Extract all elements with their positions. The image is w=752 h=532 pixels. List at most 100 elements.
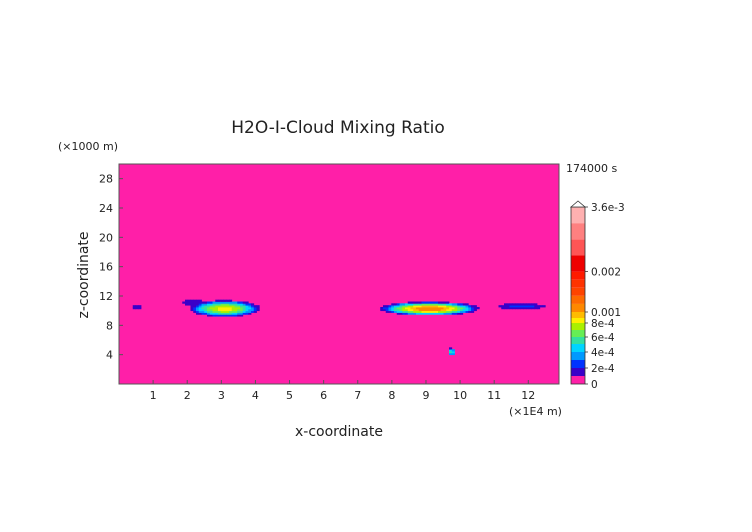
heatmap-cell xyxy=(501,305,505,308)
heatmap-cell xyxy=(193,307,197,310)
heatmap-cell xyxy=(204,308,208,312)
heatmap-cell xyxy=(410,308,414,312)
heatmap-cell xyxy=(209,303,213,306)
heatmap-cell xyxy=(418,307,422,310)
heatmap-cell xyxy=(515,307,519,310)
heatmap-cell xyxy=(251,310,255,313)
heatmap-cell xyxy=(248,305,252,308)
heatmap-cell xyxy=(399,305,403,308)
heatmap-cell xyxy=(240,301,244,304)
heatmap-cell xyxy=(196,303,200,306)
heatmap-cell xyxy=(504,307,508,310)
heatmap-cell xyxy=(251,308,255,312)
heatmap-cell xyxy=(468,308,472,312)
x-tick-label: 1 xyxy=(150,389,157,402)
heatmap-cell xyxy=(391,305,395,308)
heatmap-cell xyxy=(204,305,208,308)
colorbar-tick-label: 0.001 xyxy=(591,307,621,319)
heatmap-cell xyxy=(215,310,219,313)
heatmap-cell xyxy=(215,301,219,304)
heatmap-cell xyxy=(226,308,230,312)
heatmap-cell xyxy=(138,305,142,308)
heatmap-cell xyxy=(427,308,431,312)
heatmap-cell xyxy=(410,310,414,313)
heatmap-cells xyxy=(119,164,559,384)
heatmap-cell xyxy=(537,305,541,308)
heatmap-cell xyxy=(388,305,392,308)
heatmap-cell xyxy=(526,307,530,310)
heatmap-cell xyxy=(440,310,444,313)
heatmap-cell xyxy=(460,303,464,306)
heatmap-cell xyxy=(509,303,513,306)
heatmap-cell xyxy=(429,305,433,308)
y-unit-label: (×1000 m) xyxy=(58,140,118,153)
heatmap-cell xyxy=(418,301,422,304)
heatmap-cell xyxy=(215,305,219,308)
heatmap-cell xyxy=(465,310,469,313)
heatmap-cell xyxy=(402,308,406,312)
heatmap-cell xyxy=(413,303,417,306)
heatmap-cell xyxy=(413,305,417,308)
heatmap-cell xyxy=(256,307,260,310)
colorbar-segment xyxy=(571,207,585,224)
heatmap-cell xyxy=(517,307,521,310)
heatmap-cell xyxy=(226,305,230,308)
colorbar-segment xyxy=(571,279,585,288)
heatmap-cell xyxy=(394,308,398,312)
heatmap-cell xyxy=(215,308,219,312)
heatmap-cell xyxy=(198,305,202,308)
heatmap-cell xyxy=(220,314,224,317)
heatmap-cell xyxy=(440,308,444,312)
heatmap-cell xyxy=(229,305,233,308)
heatmap-cell xyxy=(451,312,455,315)
heatmap-cell xyxy=(223,314,227,317)
heatmap-cell xyxy=(187,299,191,302)
heatmap-cell xyxy=(421,312,425,315)
heatmap-cell xyxy=(460,307,464,310)
heatmap-cell xyxy=(218,299,222,302)
colorbar-segment xyxy=(571,337,585,344)
heatmap-cell xyxy=(471,308,475,312)
heatmap-cell xyxy=(405,303,409,306)
heatmap-cell xyxy=(449,349,453,352)
heatmap-cell xyxy=(396,310,400,313)
heatmap-cell xyxy=(245,303,249,306)
heatmap-cell xyxy=(237,312,241,315)
heatmap-cell xyxy=(226,314,230,317)
heatmap-cell xyxy=(421,301,425,304)
heatmap-cell xyxy=(242,305,246,308)
heatmap-cell xyxy=(231,303,235,306)
heatmap-cell xyxy=(421,303,425,306)
y-tick-label: 20 xyxy=(99,231,113,244)
heatmap-cell xyxy=(212,310,216,313)
heatmap-cell xyxy=(198,307,202,310)
heatmap-cell xyxy=(253,308,257,312)
heatmap-cell xyxy=(218,312,222,315)
heatmap-cell xyxy=(468,307,472,310)
heatmap-cell xyxy=(424,307,428,310)
heatmap-cell xyxy=(435,310,439,313)
heatmap-cell xyxy=(237,303,241,306)
heatmap-cell xyxy=(512,305,516,308)
heatmap-cell xyxy=(405,305,409,308)
heatmap-cell xyxy=(410,301,414,304)
heatmap-cell xyxy=(451,352,455,356)
heatmap-cell xyxy=(196,312,200,315)
heatmap-cell xyxy=(204,301,208,304)
colorbar-segment xyxy=(571,303,585,312)
x-tick-label: 8 xyxy=(388,389,395,402)
heatmap-cell xyxy=(432,303,436,306)
chart-title: H2O-I-Cloud Mixing Ratio xyxy=(231,118,445,138)
heatmap-cell xyxy=(240,314,244,317)
heatmap-cell xyxy=(204,307,208,310)
heatmap-cell xyxy=(220,310,224,313)
heatmap-cell xyxy=(190,305,194,308)
x-tick-label: 9 xyxy=(422,389,429,402)
heatmap-cell xyxy=(520,307,524,310)
heatmap-cell xyxy=(457,308,461,312)
heatmap-cell xyxy=(383,307,387,310)
heatmap-cell xyxy=(212,303,216,306)
colorbar-overflow-arrow xyxy=(569,200,587,208)
heatmap-cell xyxy=(435,301,439,304)
heatmap-cell xyxy=(237,310,241,313)
